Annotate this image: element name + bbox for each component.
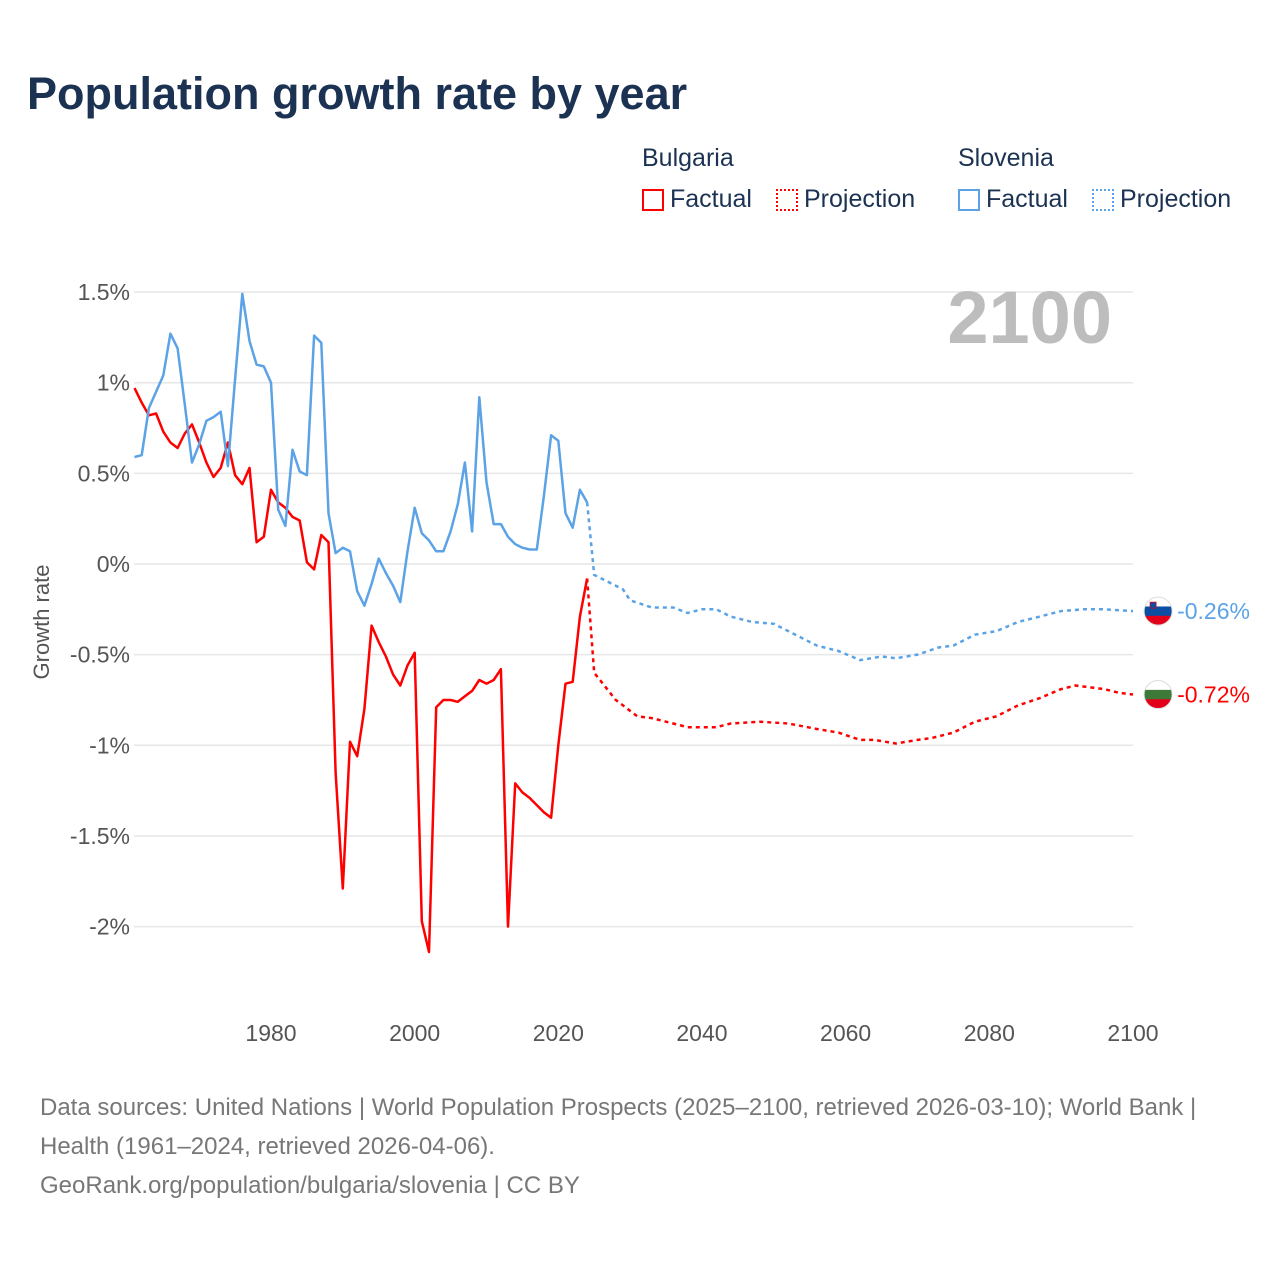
legend-label: Projection [1120, 185, 1232, 213]
x-tick-label: 2080 [964, 1020, 1015, 1046]
flag-stripe [1144, 699, 1173, 709]
flag-stripe [1144, 680, 1173, 691]
flag-border [1143, 596, 1173, 626]
current-year-label: 2100 [947, 276, 1112, 359]
flag-stripe [1144, 597, 1173, 607]
flag-border [1143, 680, 1173, 710]
slovenia-end-value-label: -0.26% [1177, 598, 1250, 624]
x-tick-label: 2060 [820, 1020, 871, 1046]
legend-slovenia-factual[interactable]: Factual [958, 185, 1068, 214]
bulgaria-flag-icon [1143, 680, 1173, 710]
flag-stripe [1144, 615, 1173, 626]
dotted-swatch-icon [1092, 188, 1114, 211]
bulgaria-end-value-label: -0.72% [1177, 682, 1250, 708]
flag-stripe [1144, 606, 1173, 617]
y-tick-label: 1.5% [78, 279, 130, 305]
y-tick-label: 1% [97, 370, 130, 396]
legend-bulgaria-projection[interactable]: Projection [776, 185, 915, 214]
solid-swatch-icon [642, 188, 664, 211]
x-tick-label: 2040 [676, 1020, 727, 1046]
bulgaria-factual-line [133, 387, 589, 954]
footer: Data sources: United Nations | World Pop… [40, 1088, 1240, 1205]
chart-title: Population growth rate by year [27, 68, 688, 119]
legend-slovenia-projection[interactable]: Projection [1092, 185, 1231, 214]
slovenia-flag-icon [1143, 596, 1173, 626]
legend-group-bulgaria: Bulgaria [642, 144, 734, 172]
y-tick-label: -1% [89, 732, 130, 758]
y-tick-label: 0.5% [78, 460, 130, 486]
source-link[interactable]: GeoRank.org/population/bulgaria/slovenia… [40, 1172, 580, 1199]
x-tick-label: 2000 [389, 1020, 440, 1046]
flag-stripe [1144, 689, 1173, 700]
solid-swatch-icon [958, 188, 980, 211]
legend-label: Factual [670, 185, 752, 213]
y-tick-label: -2% [89, 914, 130, 940]
legend-label: Projection [804, 185, 916, 213]
data-sources: Data sources: United Nations | World Pop… [40, 1094, 1197, 1160]
slovenia-projection-line [585, 502, 1134, 662]
slovenia-factual-line [134, 292, 589, 607]
y-axis-label: Growth rate [29, 564, 54, 680]
y-tick-label: -0.5% [70, 642, 130, 668]
legend-label: Factual [986, 185, 1068, 213]
x-tick-label: 2020 [533, 1020, 584, 1046]
y-tick-label: -1.5% [70, 823, 130, 849]
coat-of-arms-icon [1149, 601, 1157, 610]
x-tick-label: 2100 [1107, 1020, 1158, 1046]
dotted-swatch-icon [776, 188, 798, 211]
y-tick-label: 0% [97, 551, 130, 577]
x-tick-label: 1980 [245, 1020, 296, 1046]
legend-group-slovenia: Slovenia [958, 144, 1054, 172]
legend-bulgaria-factual[interactable]: Factual [642, 185, 752, 214]
